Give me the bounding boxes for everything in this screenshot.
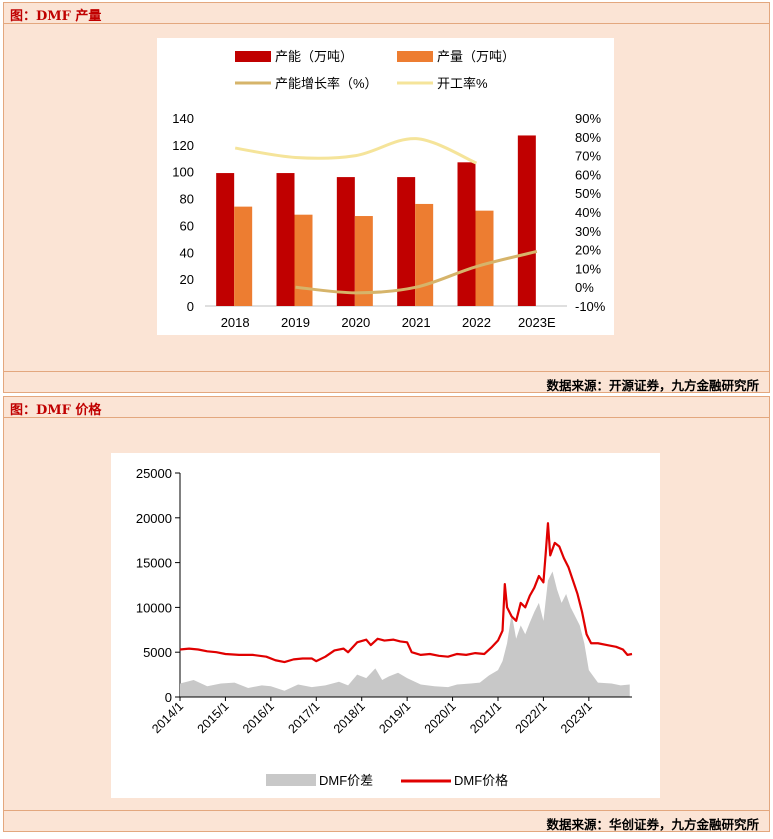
bar: [336, 177, 355, 306]
figure-header: 图：DMF 产量: [3, 2, 770, 24]
x-tick-label: 2021/1: [467, 699, 504, 736]
y-tick-label: 140: [172, 111, 194, 126]
bar: [354, 216, 373, 306]
x-tick-label: 2023E: [518, 315, 556, 330]
capacity-output-chart-svg: 产能（万吨） 产量（万吨） 产能增长率（%） 开工率% 0 20 40 60 80 100 120 1…: [172, 49, 606, 330]
figure-source: 数据来源：开源证券，九方金融研究所: [546, 378, 759, 393]
y-tick-label: 20: [180, 272, 194, 287]
y-tick-label: 5000: [143, 645, 172, 660]
y2-tick-label: 70%: [575, 149, 601, 164]
legend-label: DMF价差: [319, 773, 373, 788]
x-tick-label: 2018/1: [331, 699, 368, 736]
y-tick-label: 120: [172, 138, 194, 153]
x-tick-label: 2020: [341, 315, 370, 330]
y2-tick-label: 0%: [575, 280, 594, 295]
y-tick-label: 0: [165, 690, 172, 705]
legend-swatch: [266, 774, 316, 786]
y-tick-label: 25000: [136, 466, 172, 481]
y2-tick-label: 40%: [575, 205, 601, 220]
y2-tick-label: 30%: [575, 224, 601, 239]
x-tick-label: 2022/1: [513, 699, 550, 736]
legend-label: 开工率%: [437, 76, 488, 91]
figure-source-bar: 数据来源：华创证券，九方金融研究所: [3, 810, 770, 832]
x-tick-label: 2020/1: [422, 699, 459, 736]
y2-tick-label: -10%: [575, 299, 606, 314]
series-line: [234, 137, 478, 165]
price-chart: 0 5000 10000 15000 20000 25000 2014/1 2015/1 201…: [111, 453, 660, 798]
legend-label: 产量（万吨）: [437, 49, 515, 64]
bar: [234, 206, 253, 306]
area-series: [180, 571, 630, 697]
y-tick-label: 10000: [136, 600, 172, 615]
series-line: [295, 250, 538, 295]
y2-tick-label: 20%: [575, 243, 601, 258]
figure-source: 数据来源：华创证券，九方金融研究所: [546, 817, 759, 832]
y-tick-label: 0: [187, 299, 194, 314]
y-tick-label: 80: [180, 192, 194, 207]
x-tick-label: 2019: [281, 315, 310, 330]
bar: [475, 210, 494, 306]
y2-tick-label: 10%: [575, 261, 601, 276]
legend-label: 产能增长率（%）: [275, 76, 378, 91]
bar: [457, 162, 476, 306]
x-tick-label: 2022: [462, 315, 491, 330]
y2-tick-label: 50%: [575, 186, 601, 201]
y2-tick-label: 80%: [575, 130, 601, 145]
x-tick-label: 2019/1: [376, 699, 413, 736]
legend-swatch: [235, 51, 271, 62]
y2-tick-label: 90%: [575, 111, 601, 126]
figure-body: 产能（万吨） 产量（万吨） 产能增长率（%） 开工率% 0 20 40 60 80 100 120 1…: [3, 24, 770, 371]
x-tick-label: 2016/1: [240, 699, 277, 736]
y-tick-label: 100: [172, 165, 194, 180]
y-tick-label: 40: [180, 245, 194, 260]
figure-body: 0 5000 10000 15000 20000 25000 2014/1 2015/1 201…: [3, 418, 770, 810]
legend-swatch: [397, 51, 433, 62]
bar: [216, 173, 235, 306]
bar: [294, 214, 313, 306]
price-line: [179, 522, 633, 664]
legend-label: 产能（万吨）: [275, 49, 353, 64]
figure-title: 图：DMF 产量: [10, 9, 102, 24]
x-tick-label: 2015/1: [195, 699, 232, 736]
y-tick-label: 15000: [136, 556, 172, 571]
y2-tick-label: 60%: [575, 167, 601, 182]
bar: [276, 173, 295, 306]
bar: [415, 203, 434, 306]
y-tick-label: 20000: [136, 511, 172, 526]
bar: [517, 135, 536, 306]
capacity-output-chart: 产能（万吨） 产量（万吨） 产能增长率（%） 开工率% 0 20 40 60 80 100 120 1…: [157, 38, 614, 335]
bar: [397, 177, 416, 306]
x-tick-label: 2023/1: [558, 699, 595, 736]
x-tick-label: 2017/1: [285, 699, 322, 736]
x-tick-label: 2018: [221, 315, 250, 330]
figure-title: 图：DMF 价格: [10, 403, 102, 418]
legend-label: DMF价格: [454, 773, 508, 788]
figure-source-bar: 数据来源：开源证券，九方金融研究所: [3, 371, 770, 393]
x-tick-label: 2021: [402, 315, 431, 330]
figure-header: 图：DMF 价格: [3, 396, 770, 418]
y-tick-label: 60: [180, 218, 194, 233]
